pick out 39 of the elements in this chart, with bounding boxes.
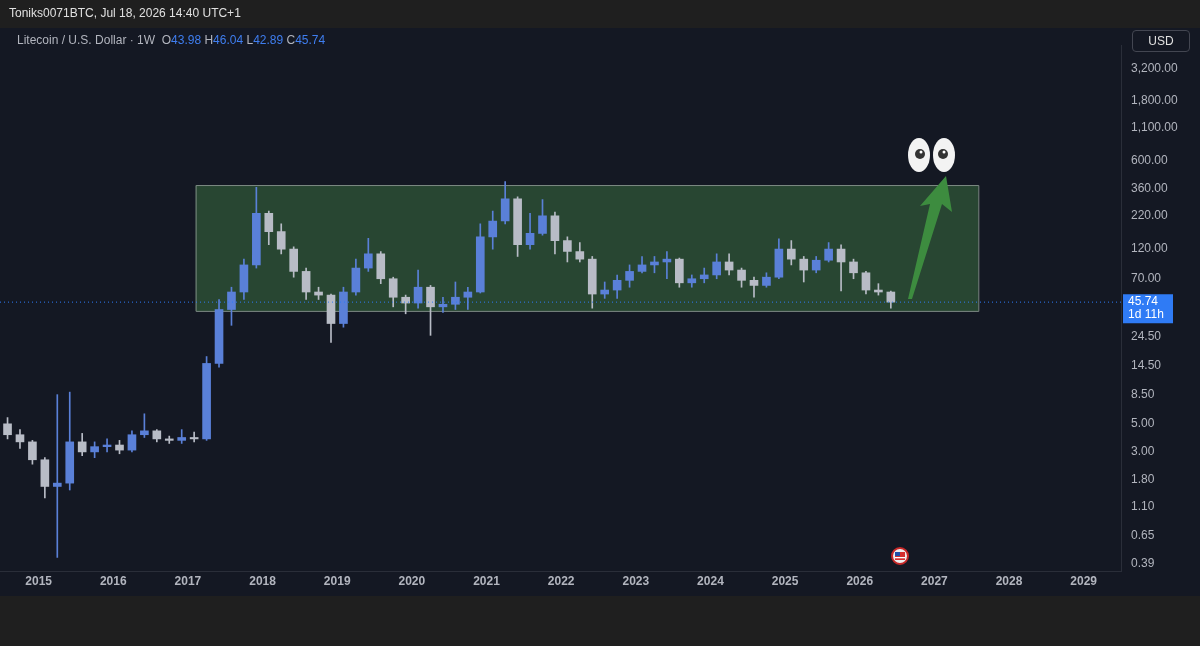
y-tick-label: 5.00 (1131, 416, 1155, 431)
x-tick-label: 2019 (323, 574, 351, 589)
y-tick-label: 8.50 (1131, 386, 1155, 401)
y-tick-label: 0.65 (1131, 528, 1155, 543)
x-tick-label: 2027 (921, 574, 949, 589)
x-tick-label: 2018 (249, 574, 277, 589)
x-tick-label: 2024 (697, 574, 725, 589)
chart-title: Litecoin / U.S. Dollar · 1W (17, 33, 156, 47)
y-tick-label: 360.00 (1131, 181, 1169, 196)
y-tick-label: 3,200.00 (1131, 60, 1179, 75)
x-tick-label: 2021 (473, 574, 501, 589)
x-tick-label: 2017 (174, 574, 202, 589)
y-tick-label: 24.50 (1131, 328, 1162, 343)
y-tick-label: 1,800.00 (1131, 92, 1179, 107)
ref-line-label: 45.74 (1128, 294, 1159, 309)
candlestick (177, 429, 187, 444)
y-tick-label: 600.00 (1131, 152, 1169, 167)
chart-subtitle: O43.98 H46.04 L42.89 C45.74 (161, 33, 326, 47)
y-tick-label: 14.50 (1131, 357, 1162, 372)
y-tick-label: 1.80 (1131, 472, 1155, 487)
y-tick-label: 70.00 (1131, 271, 1162, 286)
y-tick-label: 0.39 (1131, 556, 1155, 571)
x-tick-label: 2020 (398, 574, 426, 589)
x-tick-label: 2025 (771, 574, 799, 589)
y-axis-title: USD (1132, 30, 1190, 52)
x-tick-label: 2026 (846, 574, 874, 589)
text: Toniks0071BTC, Jul 18, 2026 14:40 UTC+1 (9, 6, 241, 20)
y-tick-label: 220.00 (1131, 208, 1169, 223)
x-tick-label: 2016 (99, 574, 127, 589)
x-tick-label: 2028 (995, 574, 1023, 589)
x-tick-label: 2023 (622, 574, 650, 589)
y-tick-label: 120.00 (1131, 241, 1169, 256)
y-tick-label: 1.10 (1131, 499, 1155, 514)
text: 1d 11h (1128, 307, 1164, 322)
x-tick-label: 2029 (1070, 574, 1098, 589)
x-tick-label: 2015 (25, 574, 53, 589)
x-tick-label: 2022 (547, 574, 575, 589)
y-tick-label: 3.00 (1131, 444, 1155, 459)
y-tick-label: 1,100.00 (1131, 119, 1179, 134)
